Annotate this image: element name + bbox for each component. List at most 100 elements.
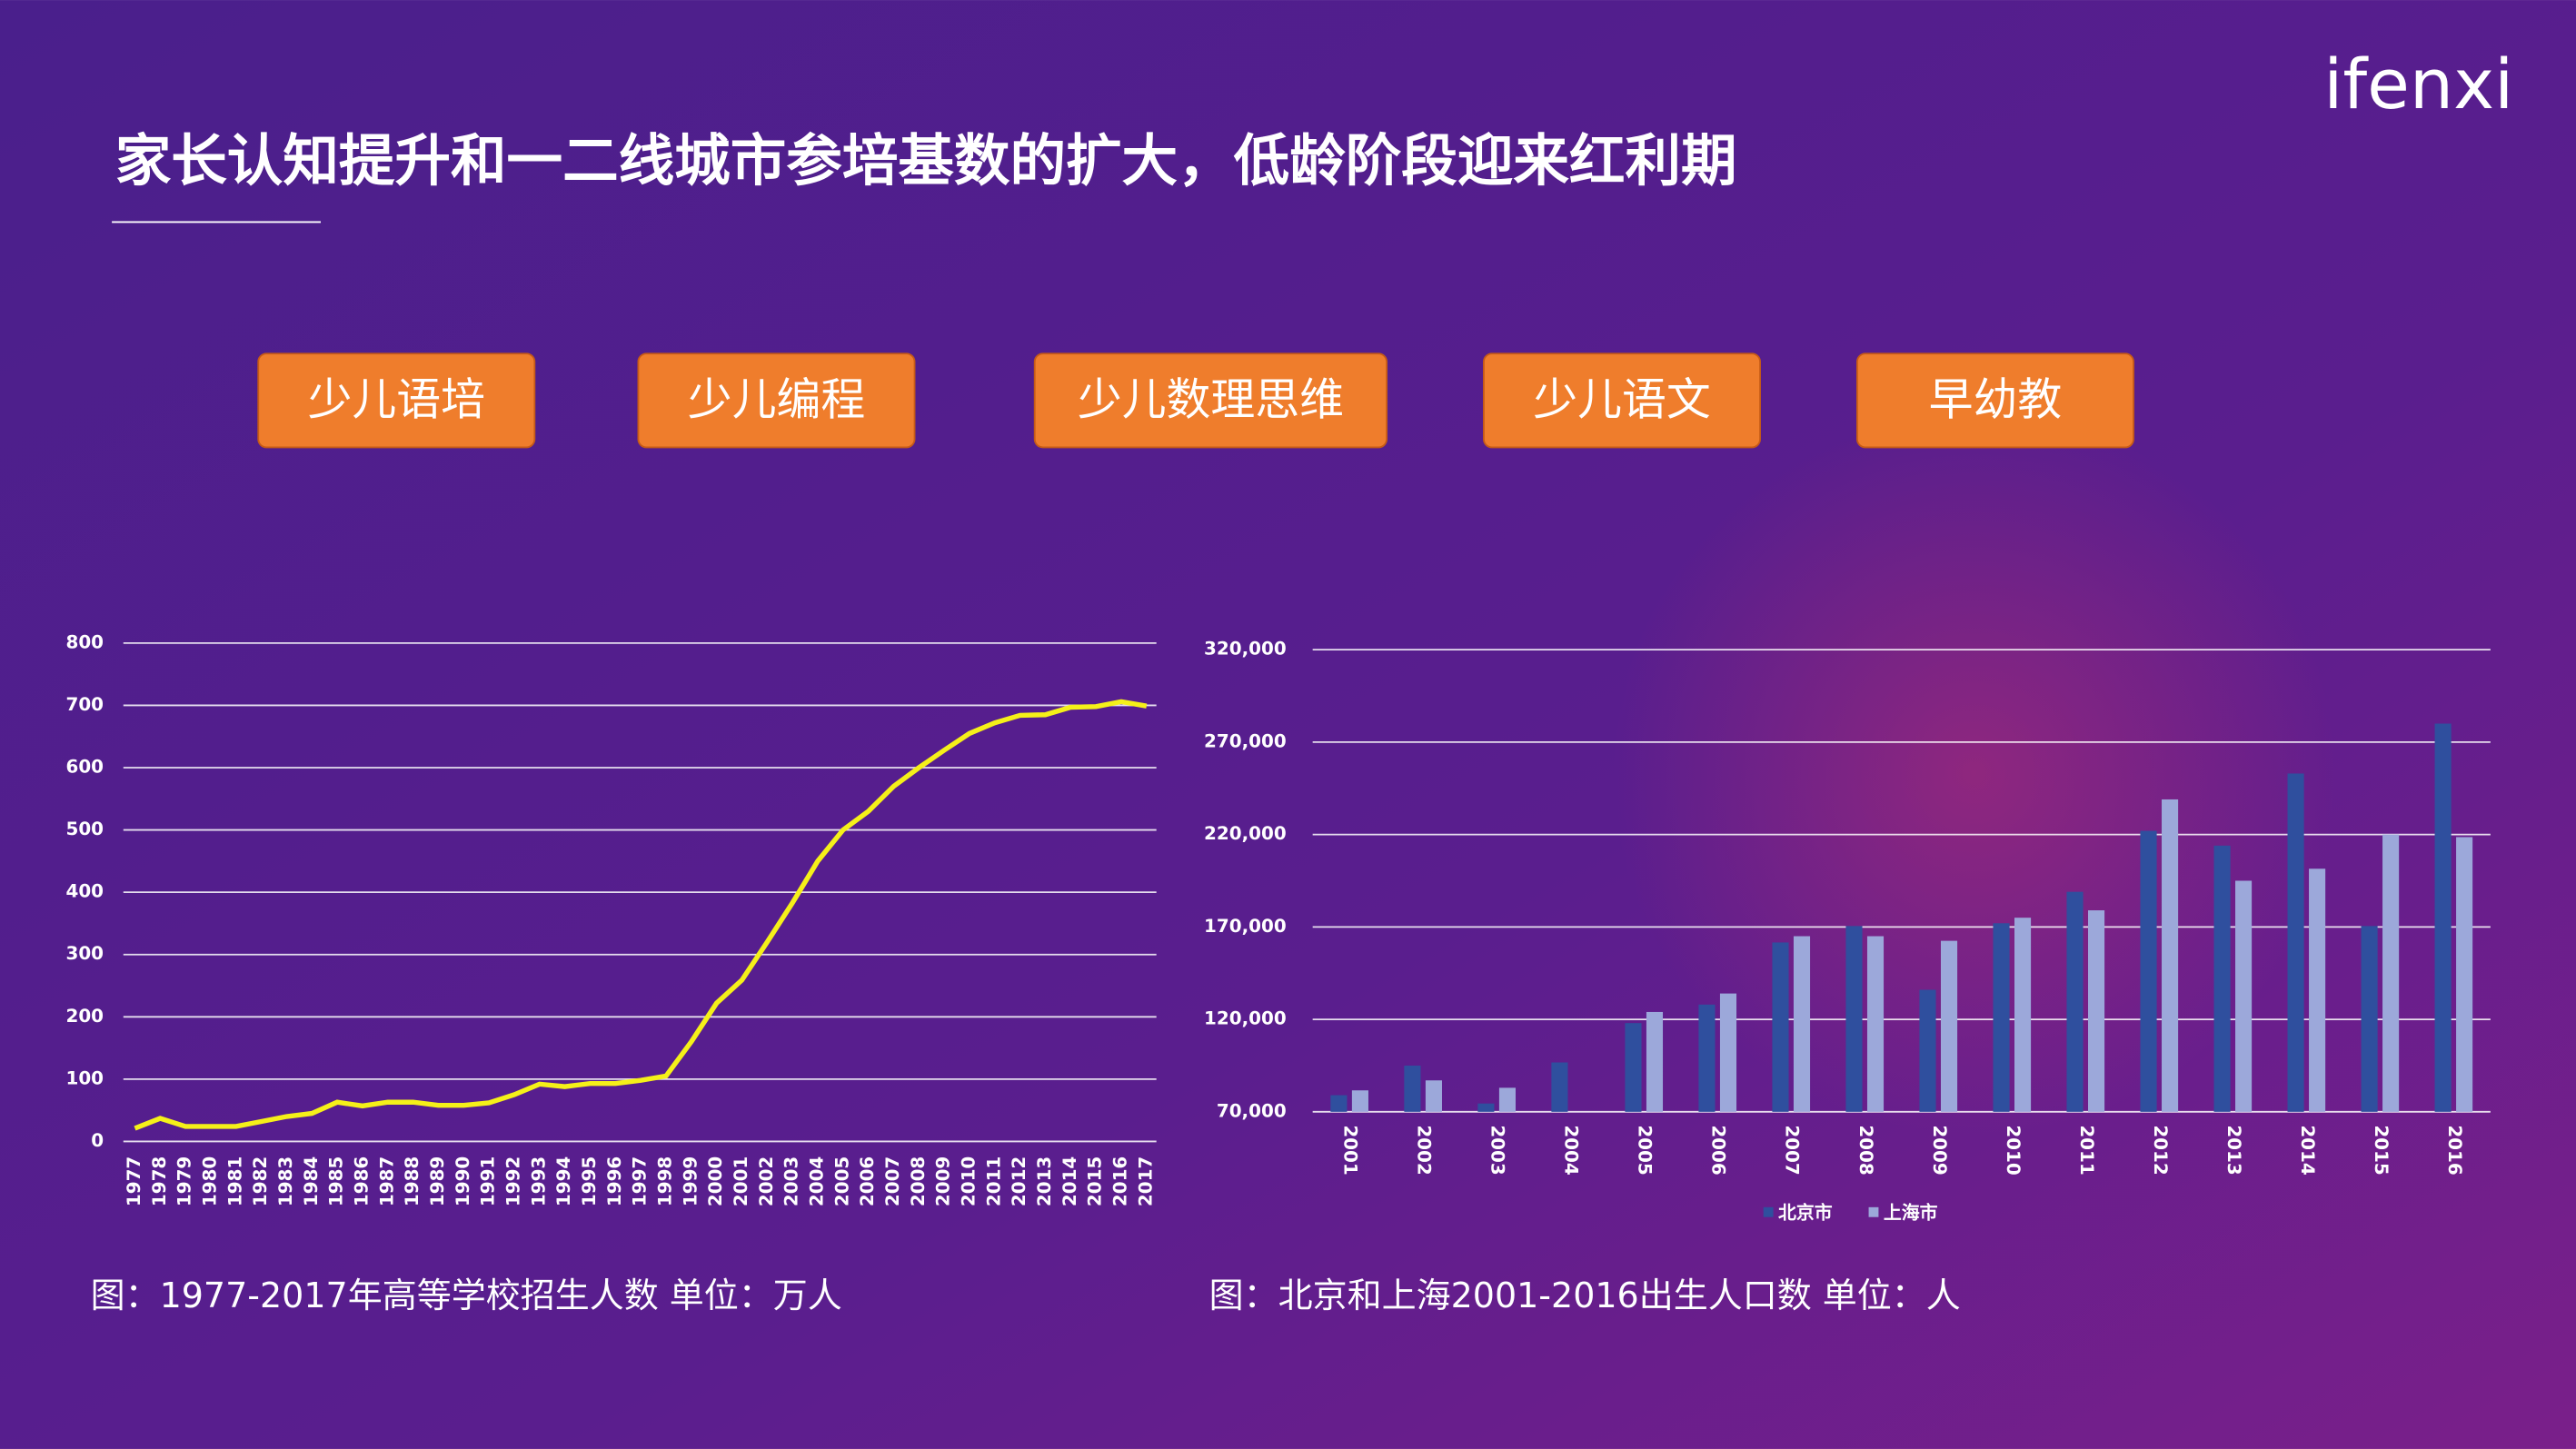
- x-tick-label: 2003: [1487, 1125, 1508, 1175]
- legend-swatch: [1763, 1206, 1774, 1217]
- x-tick-label: 2006: [1708, 1125, 1729, 1175]
- slide-title: 家长认知提升和一二线城市参培基数的扩大，低龄阶段迎来红利期: [115, 128, 1737, 194]
- bar: [1698, 1004, 1716, 1112]
- bar: [2162, 799, 2179, 1112]
- x-tick-label: 1986: [351, 1156, 372, 1206]
- bar: [1625, 1023, 1642, 1112]
- x-tick-label: 1977: [124, 1156, 144, 1206]
- x-tick-label: 2003: [781, 1156, 802, 1206]
- bar: [2361, 926, 2378, 1112]
- y-tick-label: 700: [65, 694, 104, 715]
- bar: [2066, 891, 2084, 1112]
- bar: [1646, 1011, 1664, 1112]
- y-tick-label: 500: [65, 819, 104, 839]
- legend-label: 北京市: [1778, 1202, 1833, 1224]
- x-tick-label: 1991: [478, 1156, 499, 1206]
- logo: ifenxi: [2323, 44, 2513, 124]
- x-tick-label: 2002: [1414, 1125, 1435, 1175]
- bar: [2140, 830, 2157, 1112]
- y-tick-label: 170,000: [1204, 916, 1287, 937]
- bar: [1940, 940, 1958, 1112]
- x-tick-label: 2011: [983, 1156, 1004, 1206]
- bar: [2235, 880, 2253, 1112]
- bar: [2434, 723, 2452, 1112]
- x-tick-label: 2016: [1109, 1156, 1130, 1206]
- x-tick-label: 2017: [1135, 1156, 1156, 1206]
- data-line: [134, 699, 1148, 1131]
- x-tick-label: 1994: [553, 1156, 574, 1206]
- x-tick-label: 1990: [453, 1156, 473, 1206]
- bar: [1477, 1103, 1495, 1112]
- tag-button: [1033, 352, 1388, 449]
- bar: [1425, 1080, 1442, 1112]
- y-tick-label: 600: [65, 757, 104, 778]
- x-tick-label: 1978: [149, 1156, 170, 1206]
- x-tick-label: 1979: [174, 1156, 195, 1206]
- bar: [2309, 868, 2326, 1112]
- bar: [1772, 942, 1789, 1112]
- x-tick-label: 2008: [1855, 1125, 1876, 1175]
- x-tick-label: 2006: [857, 1156, 878, 1206]
- bar: [1498, 1087, 1517, 1112]
- x-tick-label: 2001: [1340, 1125, 1361, 1175]
- y-tick-label: 120,000: [1204, 1008, 1287, 1029]
- bar: [1330, 1095, 1348, 1112]
- y-tick-label: 300: [65, 943, 104, 964]
- x-tick-label: 2005: [1635, 1125, 1656, 1175]
- tag-label: 早幼教: [1929, 374, 2063, 426]
- x-tick-label: 2008: [908, 1156, 929, 1206]
- tag-button: [1855, 352, 2134, 449]
- x-tick-label: 1996: [604, 1156, 625, 1206]
- tag-button: [257, 352, 536, 449]
- bar: [1845, 926, 1863, 1112]
- legend-label: 上海市: [1884, 1202, 1938, 1224]
- x-tick-label: 2013: [1034, 1156, 1055, 1206]
- x-tick-label: 2011: [2076, 1125, 2097, 1175]
- x-tick-label: 1983: [275, 1156, 296, 1206]
- x-tick-label: 2010: [958, 1156, 979, 1206]
- bar: [2088, 910, 2105, 1112]
- bar: [2382, 834, 2400, 1112]
- x-tick-label: 2001: [731, 1156, 751, 1206]
- bar: [1866, 936, 1885, 1112]
- y-tick-label: 220,000: [1204, 823, 1287, 844]
- x-tick-label: 2007: [882, 1156, 903, 1206]
- x-tick-label: 1989: [427, 1156, 448, 1206]
- y-tick-label: 270,000: [1204, 730, 1287, 751]
- x-tick-label: 2010: [2003, 1125, 2024, 1175]
- x-tick-label: 2015: [1085, 1156, 1106, 1206]
- x-tick-label: 1985: [326, 1156, 347, 1206]
- x-tick-label: 1998: [654, 1156, 675, 1206]
- x-tick-label: 2013: [2223, 1125, 2244, 1175]
- bar: [1404, 1065, 1421, 1112]
- x-tick-label: 2002: [756, 1156, 777, 1206]
- tag-button: [1483, 352, 1761, 449]
- x-tick-label: 1993: [528, 1156, 549, 1206]
- x-tick-label: 1995: [579, 1156, 600, 1206]
- x-tick-label: 1988: [402, 1156, 423, 1206]
- x-tick-label: 2000: [705, 1156, 726, 1206]
- y-tick-label: 200: [65, 1006, 104, 1027]
- x-tick-label: 1987: [376, 1156, 397, 1206]
- x-tick-label: 2014: [1059, 1156, 1080, 1206]
- chart-caption: 图：北京和上海2001-2016出生人口数 单位：人: [1209, 1275, 1961, 1315]
- tag-label: 少儿语文: [1533, 374, 1710, 426]
- bar: [2213, 845, 2231, 1112]
- x-tick-label: 2012: [1009, 1156, 1029, 1206]
- x-tick-label: 2005: [831, 1156, 852, 1206]
- x-tick-label: 2004: [1561, 1125, 1582, 1175]
- x-tick-label: 2007: [1782, 1125, 1803, 1175]
- tag-button: [637, 352, 916, 449]
- tag-label: 少儿语培: [308, 374, 485, 426]
- y-tick-label: 70,000: [1217, 1100, 1287, 1121]
- bar: [1793, 936, 1811, 1112]
- legend-swatch: [1868, 1206, 1879, 1217]
- y-tick-label: 320,000: [1204, 639, 1287, 660]
- x-tick-label: 1984: [301, 1156, 322, 1206]
- x-tick-label: 1982: [250, 1156, 271, 1206]
- x-tick-label: 1981: [224, 1156, 245, 1206]
- bar: [1919, 989, 1936, 1112]
- bar: [1351, 1090, 1368, 1112]
- y-tick-label: 0: [91, 1130, 104, 1151]
- x-tick-label: 2014: [2297, 1125, 2318, 1175]
